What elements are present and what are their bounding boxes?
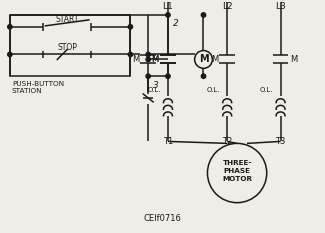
Circle shape [146,57,150,62]
Text: MOTOR: MOTOR [222,176,252,182]
Text: L2: L2 [222,2,232,10]
Circle shape [128,52,133,57]
Text: T1: T1 [163,137,173,146]
Circle shape [146,52,150,57]
Circle shape [8,52,12,57]
Circle shape [166,13,170,17]
Circle shape [166,74,170,78]
Text: O.L.: O.L. [207,87,220,93]
Text: T3: T3 [275,137,286,146]
Text: 2: 2 [173,19,179,28]
Text: PUSH-BUTTON: PUSH-BUTTON [12,81,64,87]
Circle shape [146,74,150,78]
Circle shape [8,25,12,29]
Text: L3: L3 [275,2,286,10]
Text: START: START [56,15,79,24]
Text: STATION: STATION [12,88,43,94]
Text: M: M [151,55,159,64]
Text: M: M [199,55,208,64]
Text: THREE-: THREE- [222,160,252,166]
Circle shape [201,13,206,17]
Circle shape [201,74,206,78]
Text: M: M [151,55,159,64]
Text: PHASE: PHASE [224,168,251,174]
Text: O.L.: O.L. [260,87,273,93]
Text: M: M [211,55,218,64]
Text: M: M [132,55,139,64]
Text: O.L.: O.L. [147,87,161,93]
Text: CEIf0716: CEIf0716 [143,214,181,223]
Text: L1: L1 [162,2,173,10]
Circle shape [128,25,133,29]
Text: M: M [290,55,297,64]
Bar [10,15,130,76]
Text: STOP: STOP [57,43,77,52]
Text: T2: T2 [222,137,232,146]
Text: 3: 3 [153,81,159,90]
